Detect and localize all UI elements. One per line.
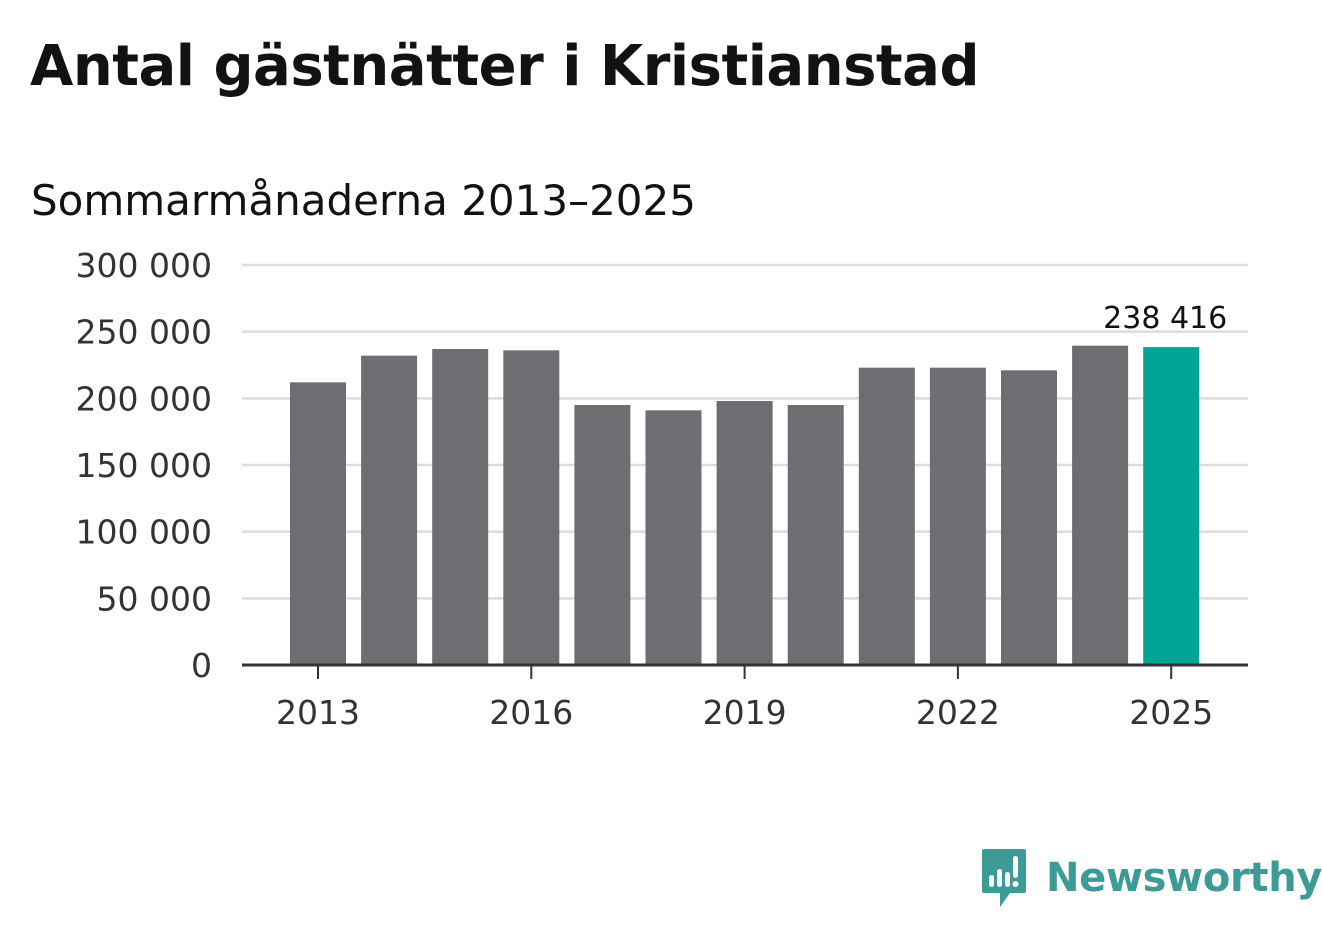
x-tick-label: 2019	[703, 693, 787, 732]
bar	[1072, 345, 1129, 665]
brand-name: Newsworthy	[1046, 855, 1322, 901]
x-tick-label: 2025	[1129, 693, 1213, 732]
y-tick-label: 300 000	[76, 246, 212, 285]
newsworthy-logo-icon	[982, 849, 1026, 907]
data-label: 238 416	[1103, 301, 1227, 336]
bar	[716, 401, 773, 665]
chart-title: Antal gästnätter i Kristianstad	[30, 34, 980, 99]
y-tick-label: 100 000	[76, 513, 212, 552]
bar-highlight	[1143, 347, 1200, 665]
bar	[574, 405, 631, 665]
bar	[787, 405, 844, 665]
x-tick-label: 2016	[489, 693, 573, 732]
bar	[645, 410, 702, 665]
x-tick-label: 2022	[916, 693, 1000, 732]
bar	[361, 355, 418, 665]
chart-subtitle: Sommarmånaderna 2013–2025	[31, 176, 696, 225]
y-tick-label: 50 000	[97, 579, 212, 618]
bar	[858, 367, 915, 665]
bar	[432, 349, 489, 665]
bar	[1001, 370, 1057, 665]
bar	[929, 367, 986, 665]
x-tick-label: 2013	[276, 693, 360, 732]
y-tick-label: 250 000	[76, 313, 212, 352]
brand-footer: Newsworthy	[980, 846, 1322, 910]
bar	[503, 350, 560, 665]
bar	[290, 382, 346, 665]
y-tick-label: 0	[191, 646, 212, 685]
y-tick-label: 200 000	[76, 379, 212, 418]
y-tick-label: 150 000	[76, 446, 212, 485]
